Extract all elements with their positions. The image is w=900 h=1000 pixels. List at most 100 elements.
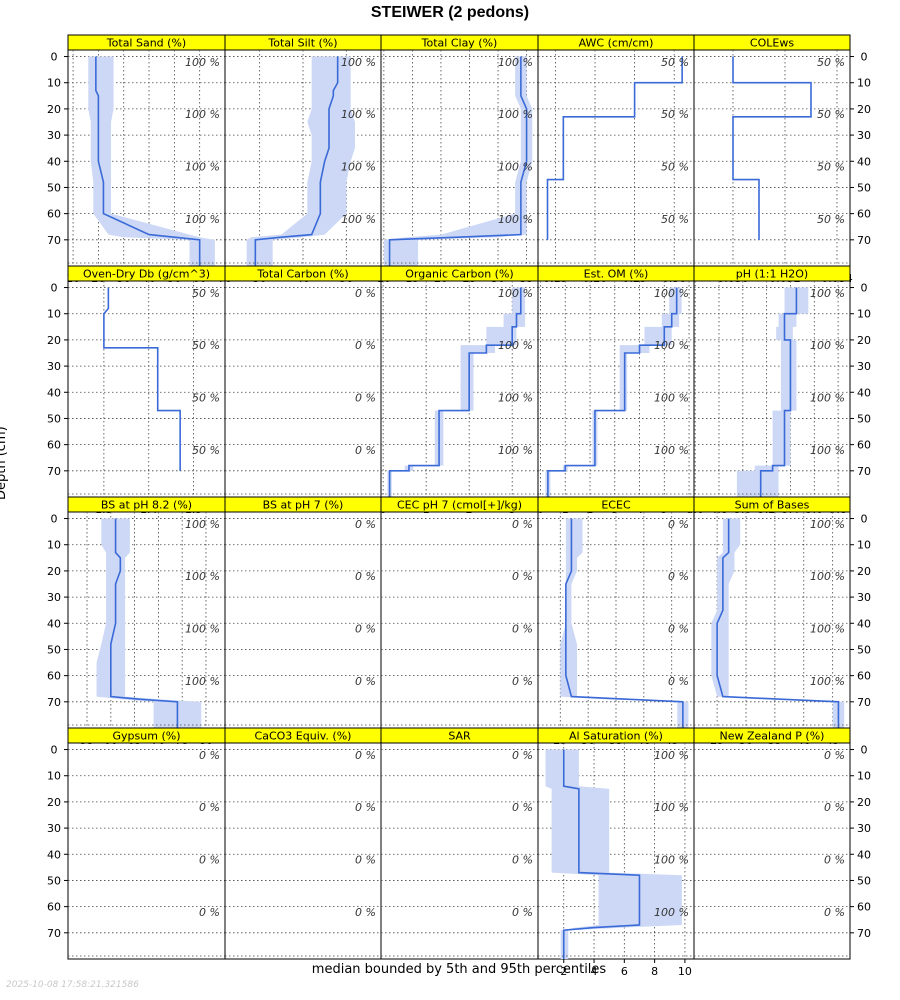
percent-label: 100 % — [654, 287, 689, 300]
y-tick-label: 60 — [47, 901, 61, 914]
percent-label: 0 % — [512, 570, 533, 583]
panel-strip-label: AWC (cm/cm) — [579, 37, 654, 50]
y-tick-label: 10 — [857, 770, 871, 783]
percent-label: 100 % — [654, 854, 689, 867]
percent-label: 0 % — [512, 675, 533, 688]
y-tick-label: 60 — [857, 670, 871, 683]
percent-label: 100 % — [654, 392, 689, 405]
panel-10: pH (1:1 H2O)100 %100 %100 %100 %4.64.85.… — [686, 265, 871, 516]
percent-label: 0 % — [355, 801, 376, 814]
percent-label: 100 % — [654, 801, 689, 814]
percent-label: 100 % — [810, 623, 845, 636]
panel-1: Total Sand (%) 100 % 100 % 100 % 100 % 10 20 30… — [47, 34, 232, 285]
percent-label: 50 % — [661, 108, 689, 121]
percent-label: 0 % — [199, 801, 220, 814]
median-line — [110, 518, 179, 728]
percent-label: 100 % — [498, 444, 533, 457]
percent-label: 0 % — [355, 749, 376, 762]
y-tick-label: 50 — [857, 874, 871, 887]
percent-label: 0 % — [355, 444, 376, 457]
percent-label: 100 % — [341, 108, 376, 121]
percent-label: 50 % — [192, 444, 220, 457]
y-tick-label: 20 — [857, 103, 871, 116]
y-tick-label: 0 — [861, 744, 868, 757]
y-tick-label: 50 — [857, 181, 871, 194]
percent-label: 0 % — [355, 906, 376, 919]
percent-label: 0 % — [824, 906, 845, 919]
timestamp: 2025-10-08 17:58:21.321586 — [6, 980, 139, 990]
panel-strip-label: CaCO3 Equiv. (%) — [255, 730, 352, 743]
x-axis-label: median bounded by 5th and 95th percentil… — [311, 962, 607, 977]
median-line — [103, 287, 181, 471]
y-tick-label: 30 — [47, 129, 61, 142]
y-tick-label: 30 — [47, 360, 61, 373]
percent-label: 0 % — [512, 906, 533, 919]
y-tick-label: 40 — [857, 386, 871, 399]
median-line — [565, 518, 684, 728]
percent-label: 50 % — [661, 213, 689, 226]
panel-strip-label: pH (1:1 H2O) — [736, 268, 808, 281]
percent-label: 50 % — [192, 287, 220, 300]
y-tick-label: 10 — [47, 770, 61, 783]
percent-label: 0 % — [355, 287, 376, 300]
y-tick-label: 70 — [47, 465, 61, 478]
panel-17: CaCO3 Equiv. (%)0 %0 %0 %0 % — [224, 727, 382, 960]
y-tick-label: 30 — [47, 591, 61, 604]
y-tick-label: 70 — [47, 927, 61, 940]
y-tick-label: 40 — [47, 386, 61, 399]
percent-label: 0 % — [355, 570, 376, 583]
panel-strip-label: SAR — [448, 730, 471, 743]
y-tick-label: 70 — [857, 234, 871, 247]
median-line — [388, 56, 528, 266]
panel-16: Gypsum (%) 0 % 0 % 0 % 0 % 0 10 20 30 40 50 60 70 — [47, 727, 226, 960]
percent-label: 100 % — [654, 906, 689, 919]
percent-label: 0 % — [355, 339, 376, 352]
percentile-band — [96, 518, 202, 728]
median-line — [546, 56, 683, 240]
percent-label: 0 % — [512, 749, 533, 762]
y-tick-label: 60 — [47, 439, 61, 452]
y-tick-label: 0 — [861, 513, 868, 526]
percent-label: 100 % — [185, 570, 220, 583]
y-tick-label: 10 — [857, 308, 871, 321]
y-tick-label: 10 — [47, 77, 61, 90]
y-tick-label: 30 — [857, 822, 871, 835]
percent-label: 0 % — [355, 518, 376, 531]
median-line — [95, 56, 201, 266]
percent-label: 0 % — [355, 623, 376, 636]
percentile-band — [383, 56, 533, 266]
y-tick-label: 50 — [47, 412, 61, 425]
y-tick-label: 20 — [47, 103, 61, 116]
percent-label: 0 % — [512, 623, 533, 636]
panel-strip-label: Al Saturation (%) — [569, 730, 663, 743]
percent-label: 0 % — [512, 518, 533, 531]
percent-label: 0 % — [668, 570, 689, 583]
y-tick-label: 50 — [47, 181, 61, 194]
percent-label: 0 % — [668, 518, 689, 531]
percent-label: 100 % — [341, 56, 376, 69]
percent-label: 0 % — [668, 623, 689, 636]
y-tick-label: 40 — [47, 617, 61, 630]
percent-label: 50 % — [817, 161, 845, 174]
panel-strip-label: Total Carbon (%) — [256, 268, 348, 281]
y-tick-label: 40 — [47, 848, 61, 861]
percent-label: 0 % — [824, 749, 845, 762]
percent-label: 100 % — [654, 444, 689, 457]
percentile-band — [246, 56, 355, 266]
percentile-band — [103, 287, 181, 471]
panel-7: Total Carbon (%) 0 % 0 % 0 % 0 % — [224, 265, 382, 498]
y-tick-label: 10 — [47, 308, 61, 321]
y-tick-label: 30 — [857, 360, 871, 373]
percent-label: 100 % — [498, 56, 533, 69]
panel-strip-label: BS at pH 8.2 (%) — [101, 499, 192, 512]
panel-4: AWC (cm/cm)50 %50 %50 %50 %0.150.200.250… — [537, 34, 695, 285]
x-tick-label: 10 — [678, 965, 692, 978]
percent-label: 100 % — [810, 518, 845, 531]
percent-label: 100 % — [498, 287, 533, 300]
y-tick-label: 0 — [51, 51, 58, 64]
percent-label: 50 % — [192, 392, 220, 405]
panel-frame — [693, 742, 851, 960]
